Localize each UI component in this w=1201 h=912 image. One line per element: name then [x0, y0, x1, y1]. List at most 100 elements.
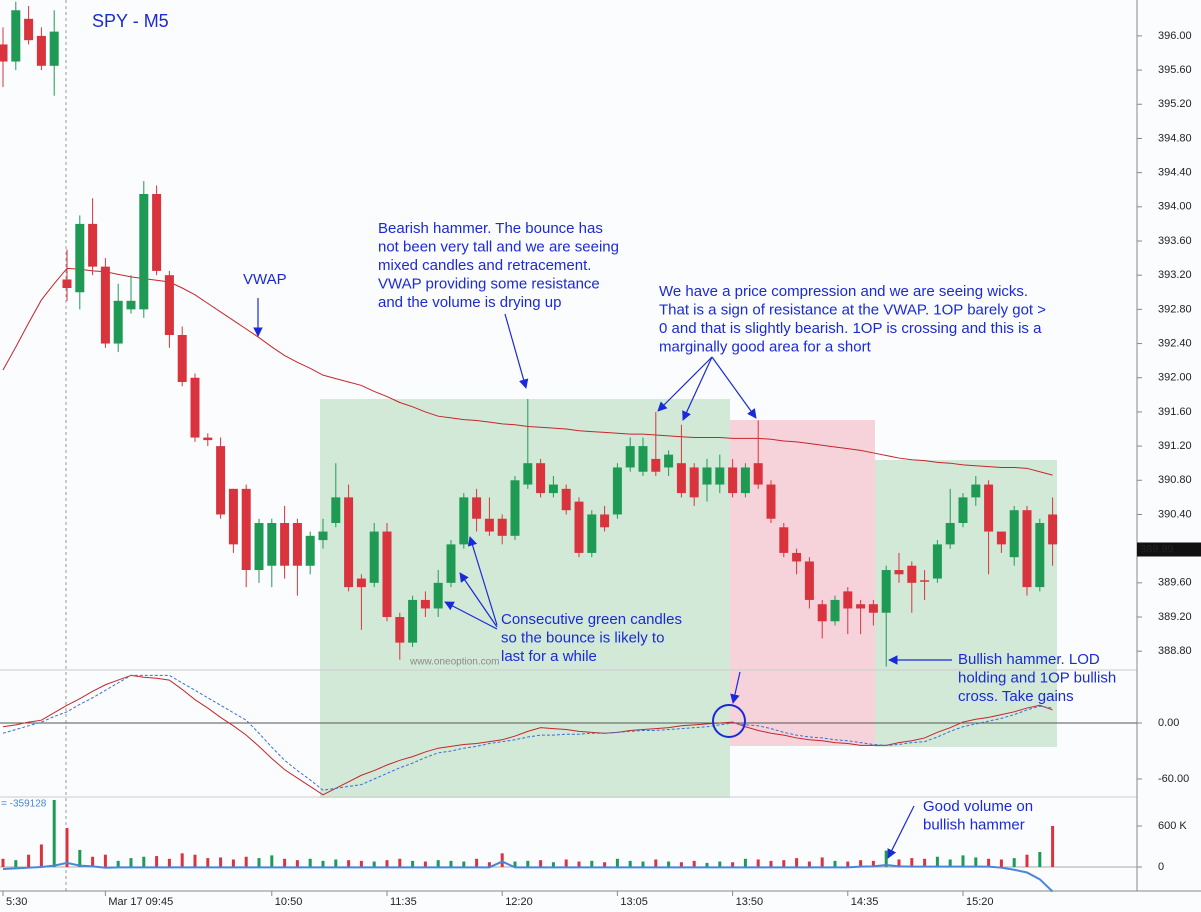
volume-bar	[449, 860, 453, 868]
volume-bar	[974, 857, 978, 868]
candle-body	[830, 599, 840, 622]
volume-bar	[180, 853, 184, 868]
arrow	[657, 356, 713, 412]
volume-bar	[782, 860, 786, 868]
volume-bar	[27, 854, 31, 868]
volume-bar	[398, 858, 402, 868]
candle-body	[548, 484, 558, 494]
y-tick-label: 392.00	[1158, 372, 1192, 384]
candle-body	[971, 484, 981, 498]
arrow	[730, 671, 741, 704]
candle-body	[907, 565, 917, 583]
volume-bar	[14, 860, 18, 868]
candle-body	[651, 458, 661, 472]
x-tick-label: 13:50	[736, 896, 764, 908]
volume-bar	[167, 858, 171, 868]
candle-body	[664, 454, 674, 468]
annotation: We have a price compression and we are s…	[659, 283, 1028, 300]
candle-body	[420, 599, 430, 609]
volume-bar	[1038, 851, 1042, 868]
candle-body	[139, 193, 149, 310]
x-tick-label: 5:30	[6, 896, 27, 908]
annotation: 0 and that is slightly bearish. 1OP is c…	[659, 320, 1042, 337]
volume-bar	[219, 857, 223, 868]
candle-body	[331, 497, 341, 524]
annotation: Consecutive green candles	[501, 611, 682, 628]
annotation: That is a sign of resistance at the VWAP…	[659, 301, 1046, 318]
annotation: not been very tall and we are seeing	[378, 238, 619, 255]
y-tick-label: 391.60	[1158, 406, 1192, 418]
volume-bar	[231, 859, 235, 868]
volume-bar	[756, 859, 760, 868]
highlight-circle	[712, 704, 746, 738]
candle-body	[740, 467, 750, 494]
candle-body	[996, 531, 1006, 545]
candle-body	[318, 531, 328, 541]
y-tick-label: 390.80	[1158, 474, 1192, 486]
y-tick-label: 600 K	[1158, 820, 1187, 832]
candle-body	[689, 467, 699, 498]
volume-bar	[846, 861, 850, 868]
candle-body	[676, 463, 686, 494]
candle-body	[843, 591, 853, 609]
volume-bar	[731, 862, 735, 868]
candle-body	[510, 480, 520, 536]
volume-bar	[321, 860, 325, 868]
volume-bar	[833, 860, 837, 868]
volume-bar	[667, 861, 671, 868]
candle-body	[88, 223, 98, 267]
candle-body	[1035, 523, 1045, 588]
candle-body	[804, 561, 814, 600]
volume-bar	[475, 858, 479, 868]
candle-body	[497, 518, 507, 536]
volume-bar	[487, 862, 491, 868]
candle-body	[113, 300, 123, 344]
candle-body	[753, 463, 763, 485]
candle-body	[920, 580, 930, 582]
last-price-tag	[1137, 542, 1201, 557]
volume-bar	[52, 800, 56, 868]
y-tick-label: 395.20	[1158, 98, 1192, 110]
zone-short	[730, 420, 875, 746]
volume-bar	[244, 856, 248, 868]
candle-body	[241, 488, 251, 571]
candle-body	[126, 300, 136, 310]
candle-body	[356, 578, 366, 588]
volume-bar	[705, 862, 709, 868]
volume-bar	[295, 860, 299, 868]
candle-body	[1022, 510, 1032, 588]
annotation: VWAP providing some resistance	[378, 275, 600, 292]
candle-body	[702, 467, 712, 485]
volume-bar	[871, 860, 875, 868]
candle-body	[612, 467, 622, 515]
y-tick-label: 394.00	[1158, 201, 1192, 213]
candle-body	[472, 497, 482, 519]
volume-bar	[91, 856, 95, 868]
y-tick-label: 393.60	[1158, 235, 1192, 247]
candle-body	[267, 523, 277, 566]
volume-bar	[116, 860, 120, 868]
candle-body	[766, 484, 776, 519]
candle-body	[382, 531, 392, 618]
volume-bar	[308, 858, 312, 868]
volume-bar	[590, 860, 594, 868]
annotation: Good volume on	[923, 798, 1033, 815]
annotation: holding and 1OP bullish	[958, 669, 1116, 686]
candle-body	[344, 497, 354, 588]
annotation: cross. Take gains	[958, 688, 1074, 705]
candle-body	[36, 35, 46, 66]
candle-body	[152, 193, 162, 271]
candle-body	[100, 266, 110, 344]
candle-body	[280, 523, 290, 566]
candle-body	[561, 488, 571, 511]
volume-bar	[462, 861, 466, 868]
volume-bar	[129, 858, 133, 868]
candle-body	[536, 463, 546, 494]
volume-bar	[283, 858, 287, 868]
arrow	[467, 536, 498, 626]
candle-body	[625, 446, 635, 468]
volume-bar	[807, 861, 811, 868]
candle-body	[574, 501, 584, 553]
candle-body	[958, 497, 968, 524]
